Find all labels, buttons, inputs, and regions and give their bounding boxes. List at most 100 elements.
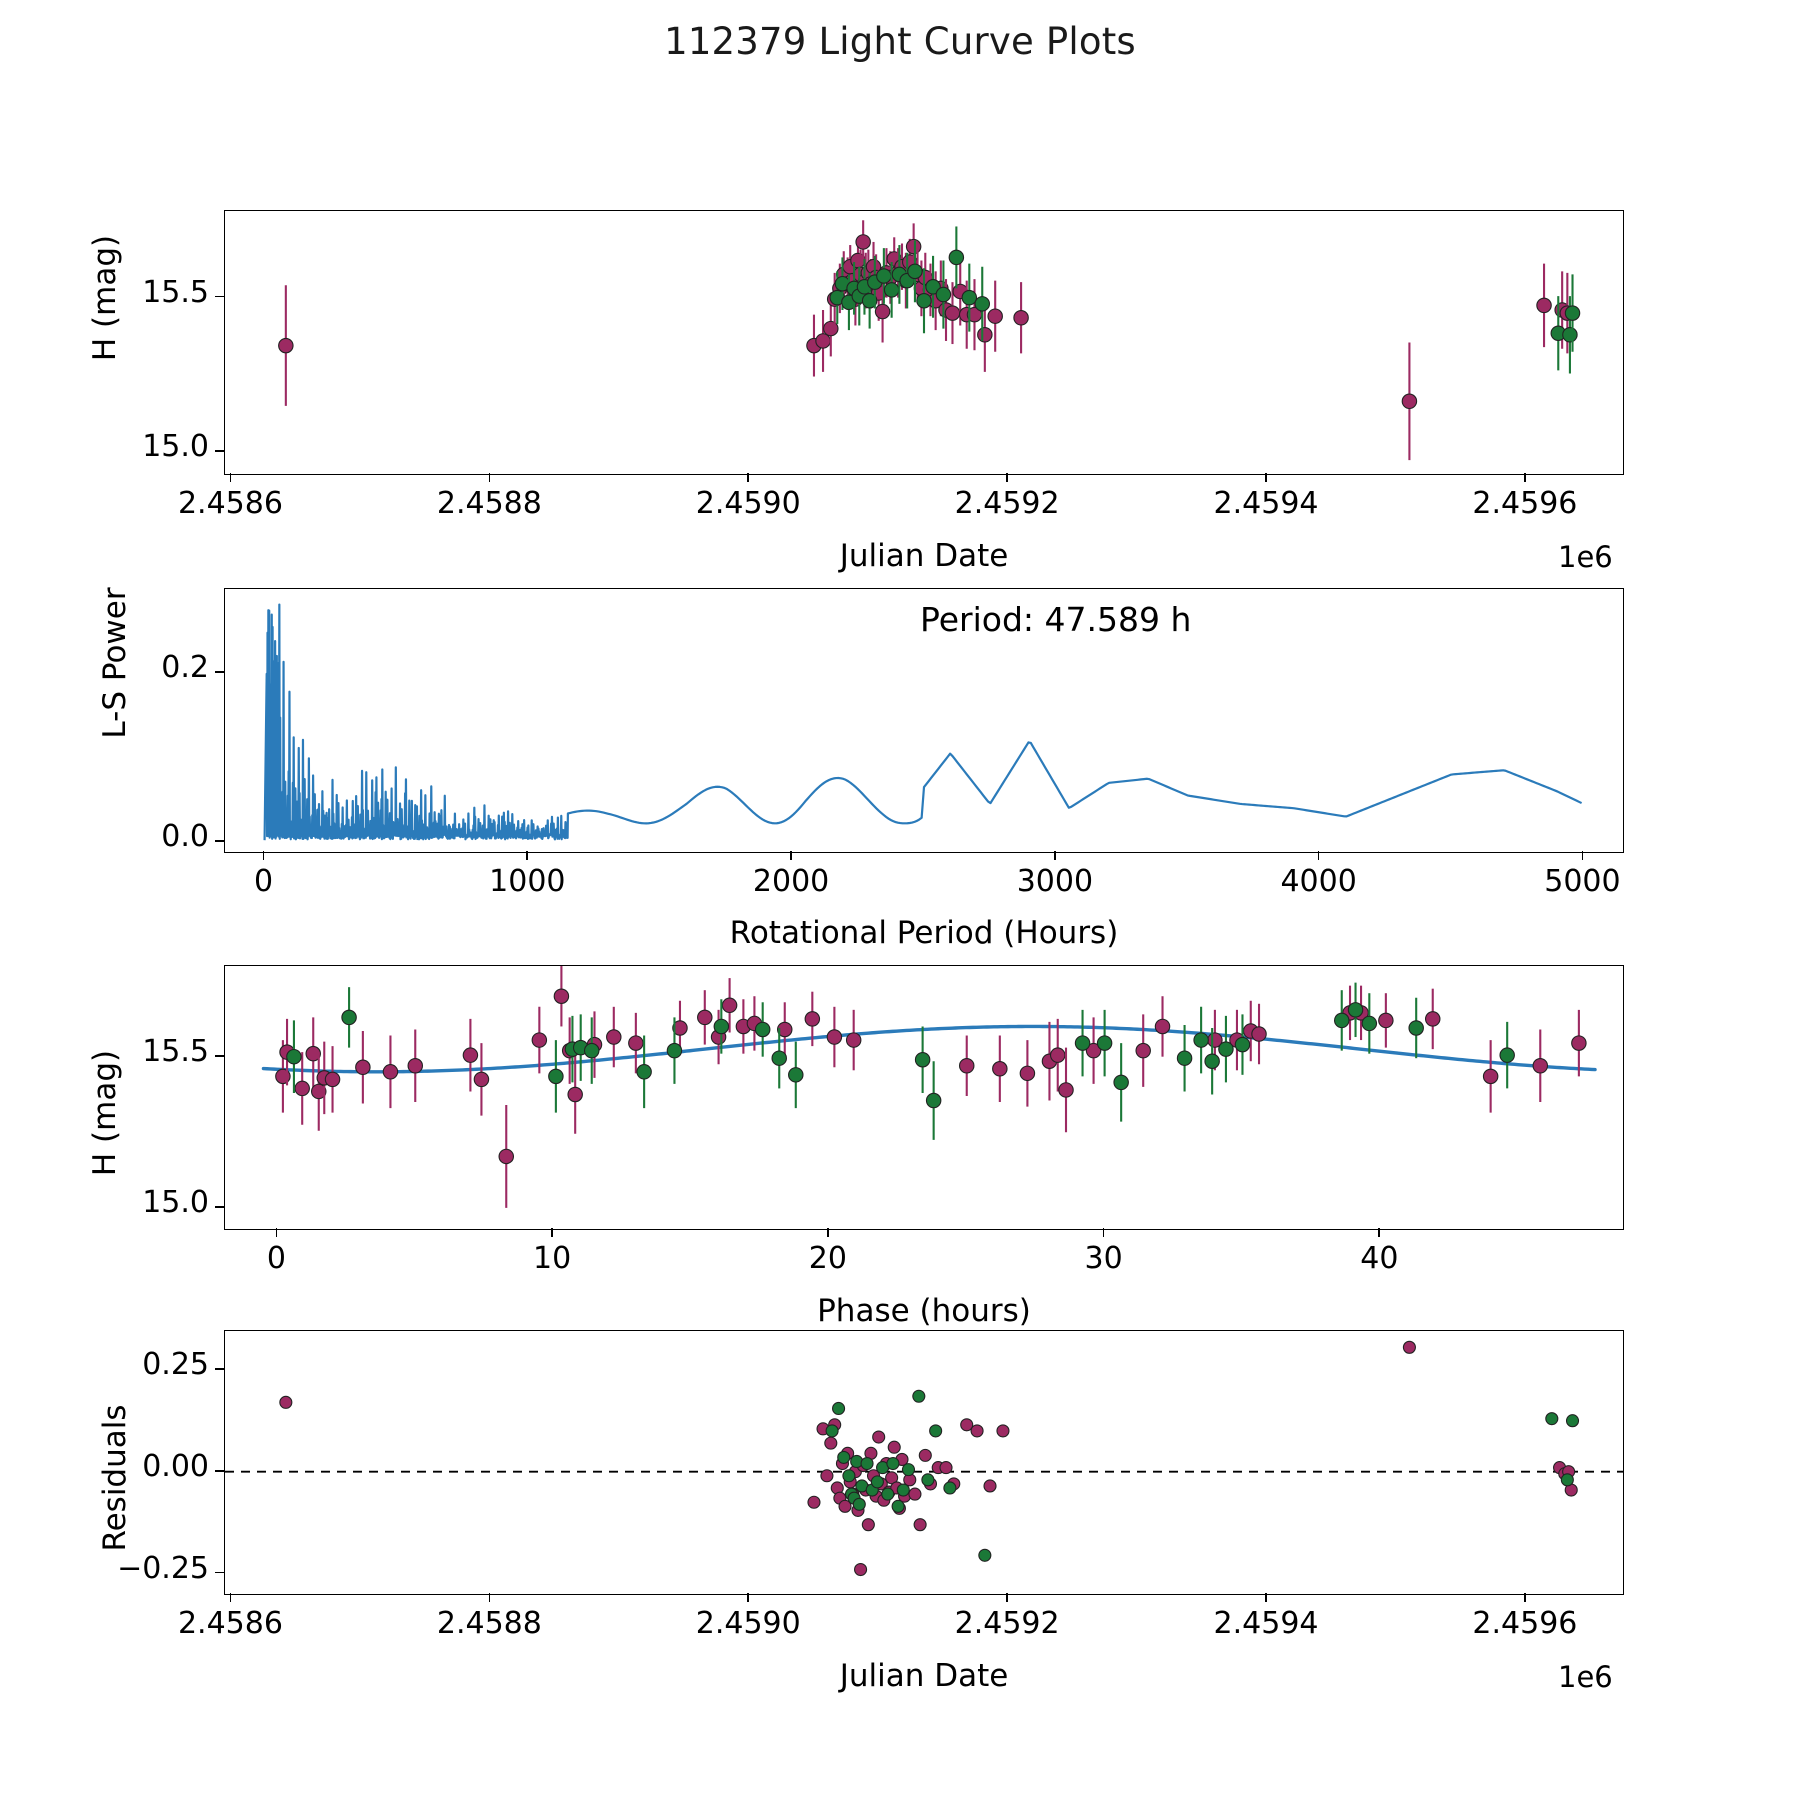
data-point	[1204, 1053, 1220, 1069]
data-point	[1218, 1041, 1234, 1057]
data-point	[838, 1499, 852, 1513]
data-point	[1074, 1035, 1091, 1051]
data-point	[279, 1395, 293, 1409]
data-point	[992, 1061, 1008, 1077]
data-point	[826, 1029, 843, 1045]
data-series-series_b	[286, 982, 1515, 1140]
data-point	[832, 1401, 846, 1416]
y-tick-label: 0.00	[142, 1448, 209, 1484]
data-point	[885, 1471, 899, 1485]
data-point	[842, 1469, 856, 1483]
panel-periodogram: L-S Power Period: 47.589 h Rotational Pe…	[0, 0, 1800, 951]
data-point	[978, 1548, 992, 1562]
data-point	[886, 1456, 900, 1471]
x-tick-mark	[488, 1593, 491, 1602]
x-tick-label: 2.4594	[1213, 1606, 1319, 1641]
data-point	[874, 303, 891, 320]
x-tick-mark	[551, 1228, 553, 1237]
data-point	[825, 1424, 839, 1438]
data-point	[1565, 1414, 1580, 1428]
chart-canvas-residuals	[225, 1340, 1623, 1577]
data-point	[1571, 1035, 1587, 1051]
data-point	[870, 1475, 884, 1489]
data-point	[925, 1092, 942, 1109]
data-point	[1564, 305, 1581, 321]
data-point	[672, 1020, 688, 1036]
data-point	[294, 1080, 310, 1097]
x-tick-label: 40	[1360, 1241, 1399, 1276]
x-tick-mark	[1524, 473, 1526, 482]
data-point	[935, 286, 952, 303]
data-point	[918, 1448, 932, 1462]
data-point	[498, 1148, 515, 1165]
data-point	[861, 1518, 875, 1532]
data-point	[845, 1032, 862, 1048]
x-tick-mark	[1581, 851, 1584, 860]
data-point	[548, 1068, 564, 1085]
x-tick-label: 2.4592	[954, 486, 1060, 521]
data-point	[606, 1029, 622, 1045]
data-point	[754, 1021, 771, 1038]
x-tick-mark	[747, 473, 750, 482]
x-tick-mark	[1006, 473, 1008, 482]
plot-area-phase-folded	[224, 965, 1624, 1230]
panel-light-curve: H (mag) Julian Date 1e6	[0, 0, 1800, 574]
data-point	[1378, 1012, 1394, 1029]
x-tick-label: 2.4590	[695, 1606, 801, 1641]
x-tick-label: 2.4596	[1472, 486, 1578, 521]
x-tick-mark	[1006, 1593, 1008, 1602]
data-point	[473, 1071, 490, 1088]
data-point	[1545, 1412, 1559, 1426]
data-point	[311, 1083, 327, 1100]
y-tick-mark	[215, 1205, 224, 1208]
x-tick-label: 2.4588	[436, 486, 542, 521]
data-point	[861, 292, 878, 309]
x-tick-mark	[1524, 1593, 1526, 1602]
data-point	[777, 1021, 793, 1038]
x-tick-mark	[1265, 1593, 1267, 1602]
data-point	[916, 292, 932, 309]
data-point	[1482, 1068, 1499, 1085]
y-tick-mark	[215, 295, 224, 298]
data-point	[970, 1424, 984, 1438]
data-point	[462, 1047, 479, 1063]
y-tick-label: 0.25	[142, 1346, 209, 1382]
data-point	[1402, 1340, 1416, 1354]
data-point	[820, 1469, 834, 1483]
x-tick-label: 2.4594	[1213, 486, 1319, 521]
x-tick-mark	[262, 851, 265, 860]
chart-canvas-periodogram	[263, 603, 1583, 841]
data-point	[1347, 1002, 1364, 1018]
x-tick-label: 2.4592	[954, 1606, 1060, 1641]
sinusoid-fit-curve	[261, 1024, 1597, 1074]
data-point	[788, 1067, 804, 1083]
data-point	[824, 1436, 838, 1450]
y-tick-label: −0.25	[117, 1550, 209, 1586]
data-point	[1401, 393, 1418, 410]
data-point	[286, 1048, 302, 1065]
x-tick-label: 2.4588	[436, 1606, 542, 1641]
y-tick-mark	[215, 1367, 224, 1370]
y-tick-mark	[215, 1571, 224, 1574]
x-tick-label: 30	[1084, 1241, 1123, 1276]
data-point	[961, 289, 978, 306]
data-point	[531, 1032, 548, 1048]
x-tick-label: 20	[808, 1241, 847, 1276]
plot-area-residuals	[224, 1330, 1624, 1595]
x-tick-mark	[1102, 1228, 1105, 1237]
data-point	[636, 1064, 652, 1080]
data-point	[891, 1499, 905, 1513]
data-point	[355, 1059, 371, 1076]
data-point	[855, 234, 871, 250]
data-point	[837, 1450, 851, 1464]
page-title: 112379 Light Curve Plots	[664, 20, 1136, 63]
data-point	[382, 1064, 399, 1080]
data-point	[1013, 309, 1029, 326]
data-point	[1251, 1026, 1267, 1042]
data-point	[914, 1051, 931, 1068]
period-annotation: Period: 47.589 h	[920, 600, 1192, 639]
chart-canvas-light-curve	[278, 220, 1581, 461]
data-point	[666, 1042, 683, 1059]
x-tick-mark	[526, 851, 529, 860]
